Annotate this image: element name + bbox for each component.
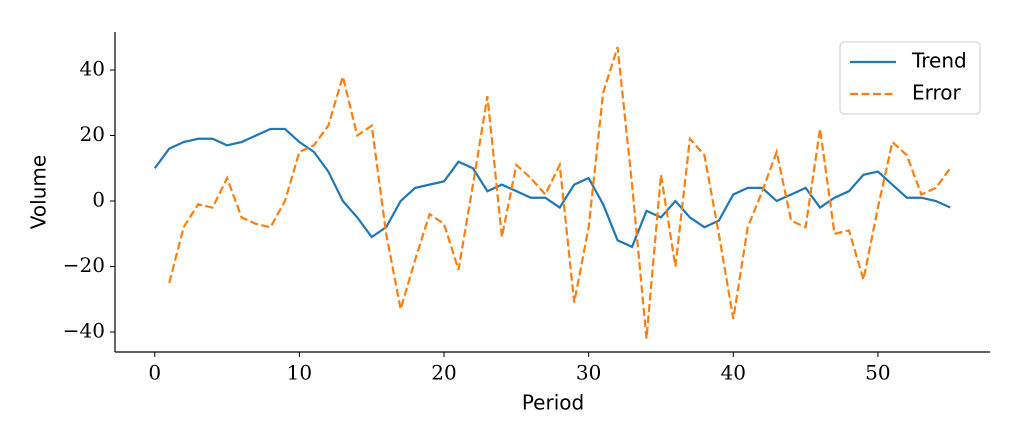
- legend-box: [839, 41, 981, 115]
- x-tick-label: 0: [148, 361, 161, 385]
- x-axis-label: Period: [522, 391, 584, 415]
- y-axis-label: Volume: [27, 155, 51, 229]
- x-tick-label: 30: [576, 361, 601, 385]
- x-tick-label: 40: [721, 361, 746, 385]
- line-series: [168, 46, 952, 339]
- x-tick-label: 20: [431, 361, 456, 385]
- y-tick-label: −20: [63, 253, 105, 277]
- y-tick-label: 40: [80, 56, 105, 80]
- legend-label: Error: [912, 81, 962, 105]
- legend-label: Trend: [911, 49, 967, 73]
- x-tick-label: 10: [287, 361, 312, 385]
- x-tick-label: 50: [865, 361, 890, 385]
- line-series: [153, 127, 951, 249]
- y-tick-label: −40: [63, 319, 105, 343]
- y-tick-label: 0: [92, 188, 105, 212]
- y-tick-label: 20: [80, 122, 105, 146]
